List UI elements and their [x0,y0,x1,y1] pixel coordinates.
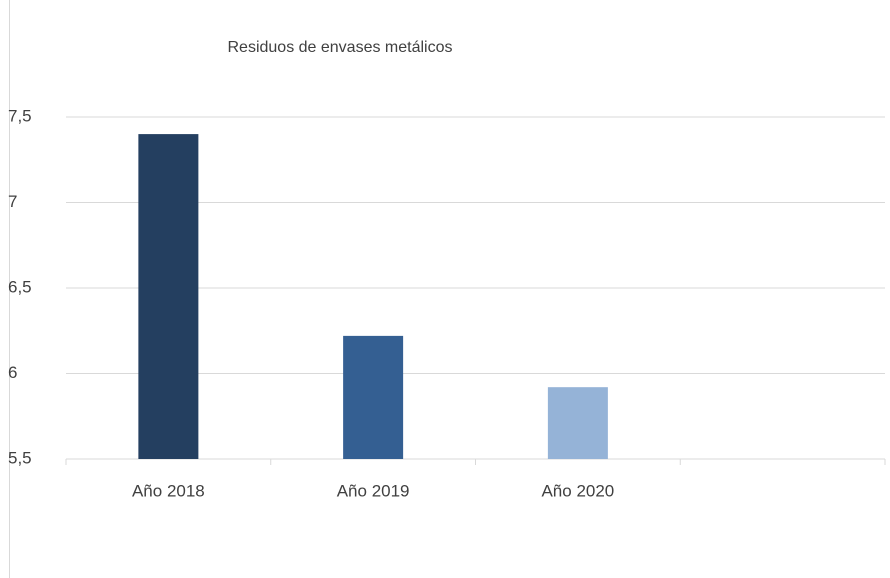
x-tick-label: Año 2018 [132,481,205,500]
bar [343,335,404,459]
x-tick-label: Año 2020 [541,481,614,500]
x-tick-label: Año 2019 [337,481,410,500]
bar [547,387,608,459]
y-tick-label: 6,5 [8,277,32,296]
y-tick-label: 5,5 [8,448,32,467]
y-tick-label: 7 [8,192,17,211]
y-tick-label: 7,5 [8,106,32,125]
chart-title: Residuos de envases metálicos [227,39,452,56]
y-tick-label: 6 [8,363,17,382]
bar [138,134,199,459]
chart-border [9,0,10,578]
